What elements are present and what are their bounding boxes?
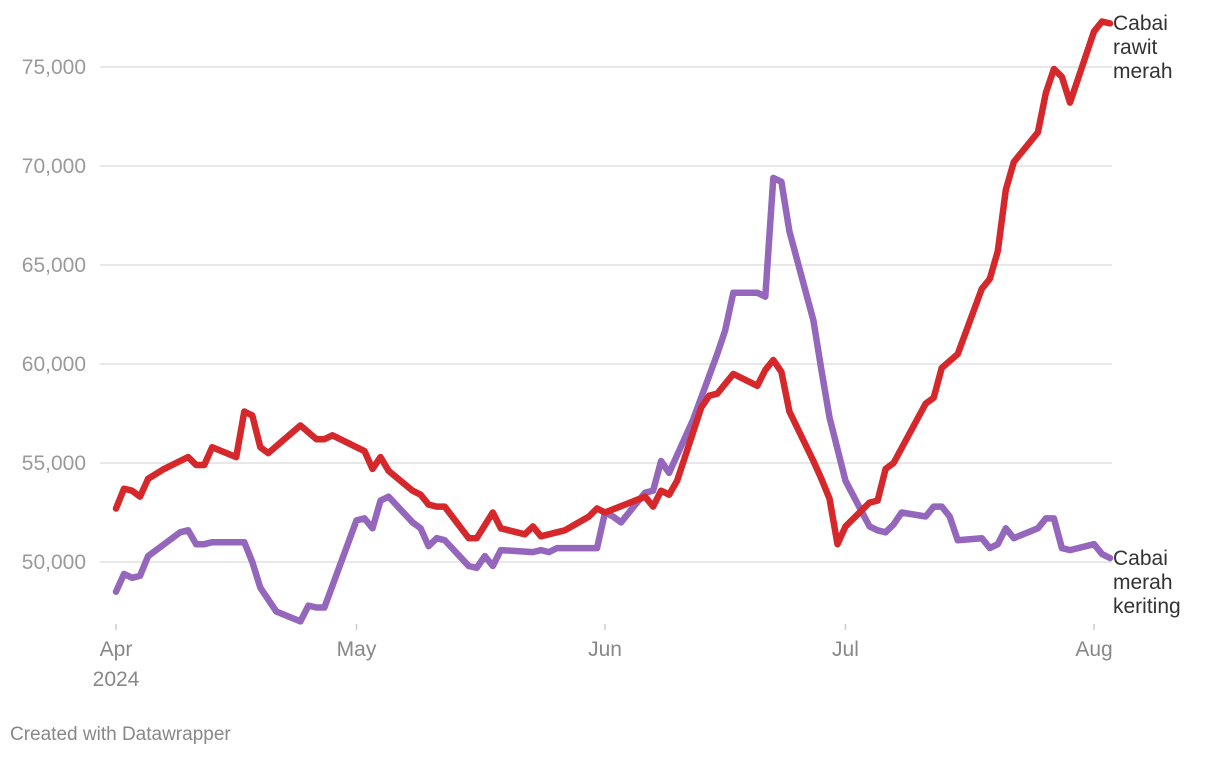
x-tick-label: Aug — [1075, 638, 1112, 661]
y-tick-label: 65,000 — [22, 254, 86, 277]
x-tick-label: Jul — [832, 638, 859, 661]
series-label-line: merah — [1113, 60, 1173, 83]
line-chart: 50,000 55,000 60,000 65,000 70,000 75,000 Apr… — [22, 12, 1181, 691]
y-tick-label: 70,000 — [22, 155, 86, 178]
x-tick-label: May — [337, 638, 377, 661]
x-tick-label: Jun — [588, 638, 622, 661]
series-label-line: merah — [1113, 571, 1173, 594]
series-label-cabai-rawit-merah: Cabai rawit merah — [1113, 12, 1173, 83]
y-tick-label: 60,000 — [22, 353, 86, 376]
x-tick-label: Apr — [100, 638, 133, 661]
y-tick-label: 55,000 — [22, 452, 86, 475]
y-tick-label: 50,000 — [22, 551, 86, 574]
y-axis: 50,000 55,000 60,000 65,000 70,000 75,000 — [22, 56, 86, 574]
series-line-cabai-merah-keriting — [112, 174, 1114, 625]
series-label-cabai-merah-keriting: Cabai merah keriting — [1113, 547, 1181, 618]
series-line-cabai-rawit-merah — [112, 18, 1114, 548]
series-label-line: rawit — [1113, 36, 1158, 59]
series-label-line: Cabai — [1113, 547, 1168, 570]
x-tick-sublabel: 2024 — [93, 668, 140, 691]
series-label-line: Cabai — [1113, 12, 1168, 35]
series-lines — [112, 18, 1114, 625]
credit-text: Created with Datawrapper — [10, 724, 231, 745]
x-axis: Apr 2024 May Jun Jul Aug — [93, 624, 1113, 691]
series-label-line: keriting — [1113, 595, 1181, 618]
gridlines — [100, 66, 1112, 563]
y-tick-label: 75,000 — [22, 56, 86, 79]
